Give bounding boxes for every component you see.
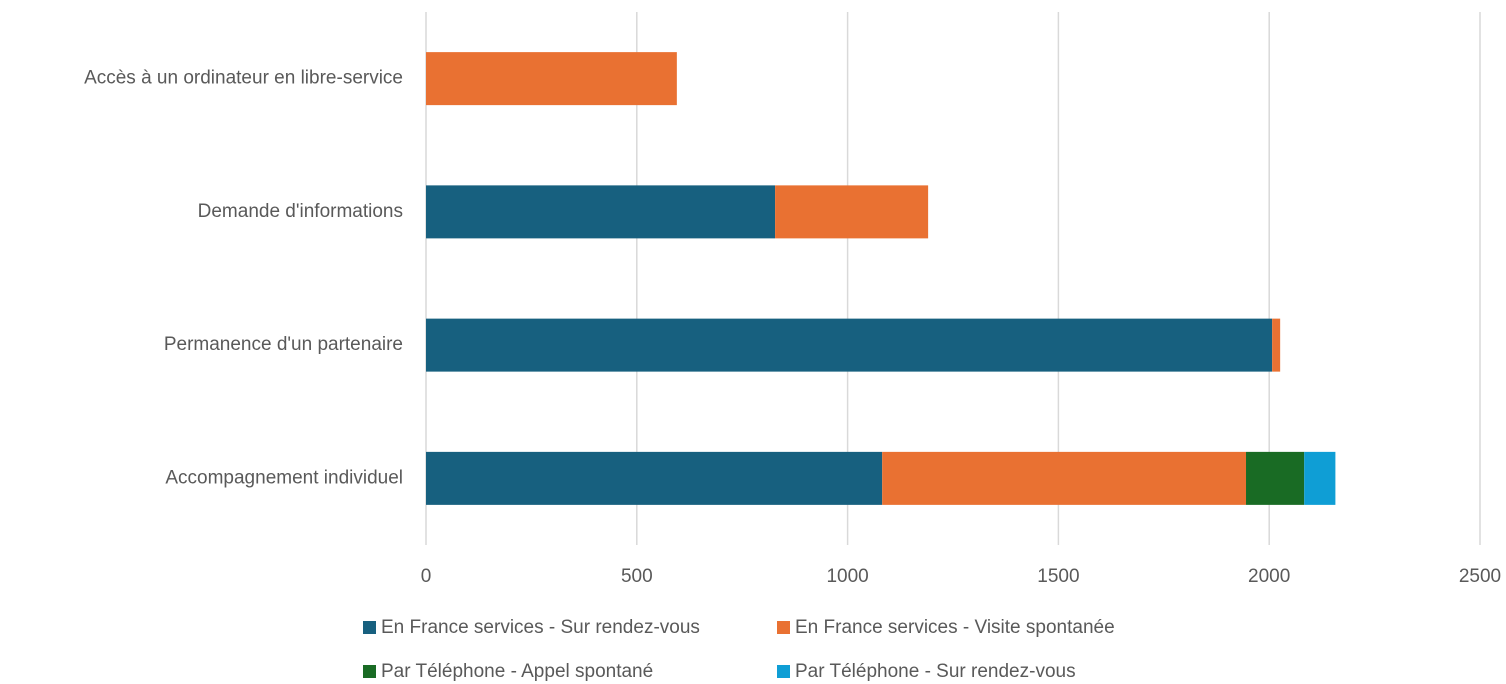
bar-segment [1304, 451, 1336, 505]
y-tick-label: Demande d'informations [198, 201, 403, 222]
x-tick-label: 2000 [1248, 566, 1290, 587]
legend-label: Par Téléphone - Appel spontané [381, 661, 653, 682]
bar-segment [1246, 451, 1305, 505]
y-tick-label: Permanence d'un partenaire [164, 334, 403, 355]
x-tick-label: 1000 [826, 566, 868, 587]
bar-segment [775, 185, 929, 239]
legend-swatch [777, 621, 790, 634]
bar-segment [426, 451, 883, 505]
legend-swatch [363, 665, 376, 678]
x-tick-label: 500 [621, 566, 653, 587]
x-tick-label: 0 [421, 566, 432, 587]
y-tick-label: Accompagnement individuel [165, 467, 403, 488]
bar-segment [1272, 318, 1281, 372]
bar-segment [882, 451, 1247, 505]
bar-segment [426, 185, 776, 239]
legend-label: Par Téléphone - Sur rendez-vous [795, 661, 1076, 682]
bar-segment [426, 52, 677, 106]
bar-segment [426, 318, 1273, 372]
legend-swatch [363, 621, 376, 634]
x-tick-label: 2500 [1459, 566, 1501, 587]
y-tick-label: Accès à un ordinateur en libre-service [84, 68, 403, 89]
x-tick-label: 1500 [1037, 566, 1079, 587]
legend-label: En France services - Sur rendez-vous [381, 617, 700, 638]
legend-swatch [777, 665, 790, 678]
legend-label: En France services - Visite spontanée [795, 617, 1115, 638]
